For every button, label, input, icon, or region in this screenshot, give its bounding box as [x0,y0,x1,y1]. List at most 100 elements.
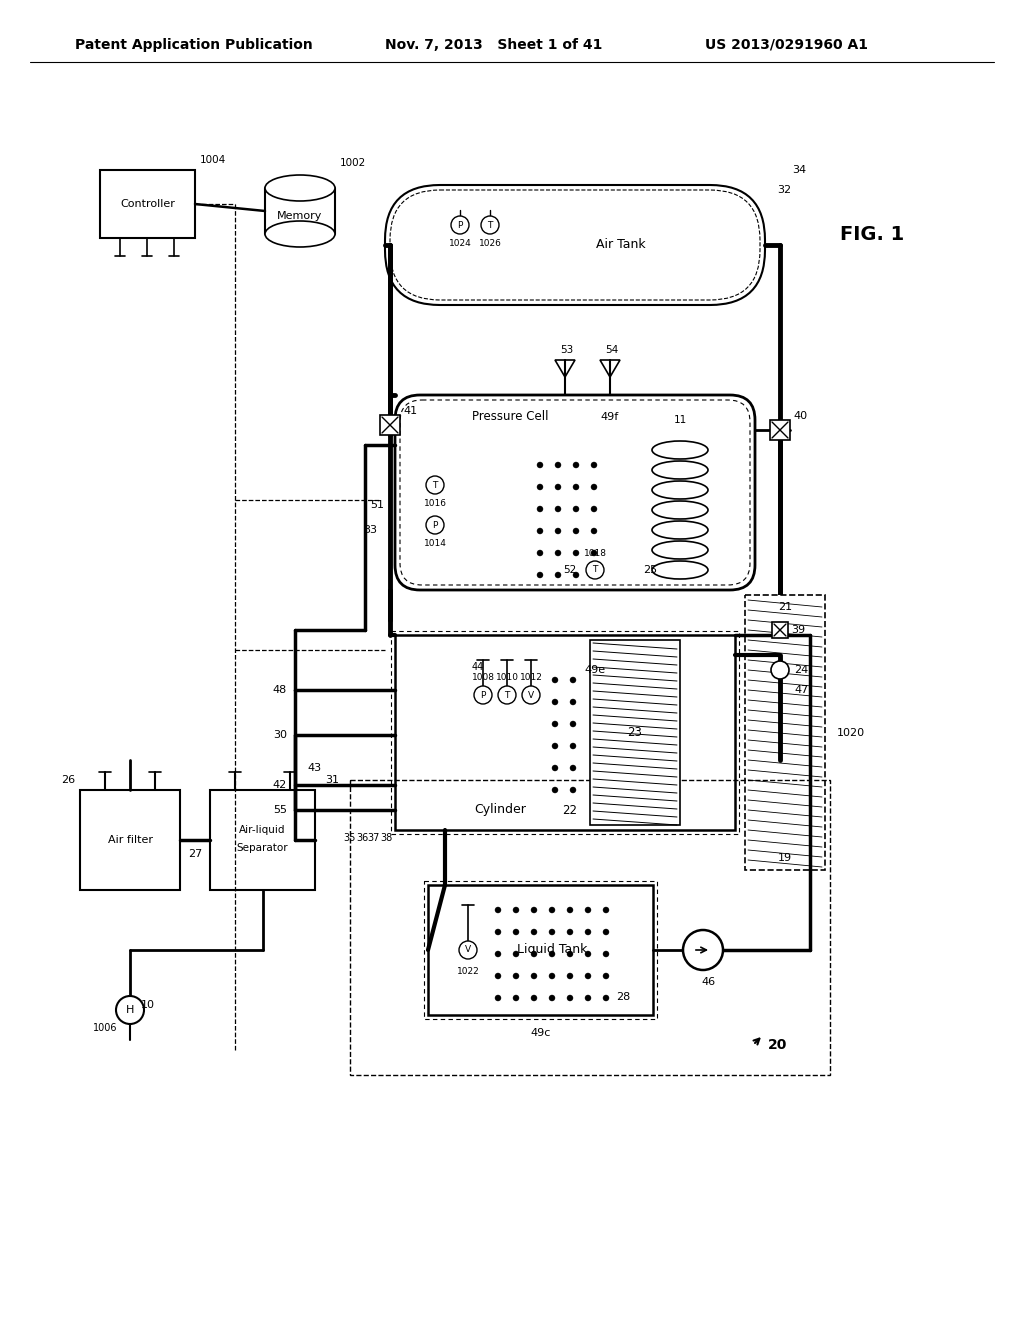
Circle shape [537,572,543,578]
Circle shape [771,661,790,678]
Bar [380,414,400,436]
Circle shape [555,528,561,535]
Text: Air filter: Air filter [108,836,153,845]
Text: FIG. 1: FIG. 1 [840,226,904,244]
Circle shape [522,686,540,704]
Circle shape [495,929,501,935]
FancyBboxPatch shape [395,395,755,590]
Text: 32: 32 [777,185,792,195]
Circle shape [570,700,575,705]
Circle shape [459,941,477,960]
Circle shape [481,216,499,234]
Circle shape [585,950,591,957]
Text: Air-liquid: Air-liquid [240,825,286,836]
Circle shape [570,787,575,793]
Text: 22: 22 [562,804,578,817]
Circle shape [495,973,501,979]
Text: 52: 52 [563,565,577,576]
Text: 48: 48 [272,685,287,696]
Text: 1004: 1004 [200,154,226,165]
Text: 34: 34 [792,165,806,176]
Circle shape [531,929,537,935]
Text: US 2013/0291960 A1: US 2013/0291960 A1 [705,38,868,51]
Circle shape [603,995,609,1001]
Circle shape [537,484,543,490]
Text: 46: 46 [701,977,715,987]
Text: 11: 11 [674,414,687,425]
Circle shape [603,929,609,935]
Text: 1018: 1018 [584,549,606,557]
Text: 1010: 1010 [496,672,518,681]
Circle shape [555,572,561,578]
Circle shape [591,550,597,556]
Circle shape [549,950,555,957]
Circle shape [537,550,543,556]
Circle shape [603,907,609,913]
Circle shape [591,506,597,512]
Text: 55: 55 [273,805,287,814]
Circle shape [585,907,591,913]
Circle shape [570,766,575,771]
Circle shape [513,995,519,1001]
Text: 38: 38 [380,833,392,843]
Bar [395,635,735,830]
Circle shape [573,506,579,512]
Text: 37: 37 [368,833,380,843]
Circle shape [495,950,501,957]
Text: 44: 44 [472,663,484,672]
Circle shape [591,462,597,469]
Circle shape [513,950,519,957]
Circle shape [537,506,543,512]
Text: 26: 26 [61,775,75,785]
Circle shape [573,550,579,556]
Circle shape [585,995,591,1001]
Text: H: H [126,1005,134,1015]
Text: Separator: Separator [237,843,289,853]
Text: 1008: 1008 [471,672,495,681]
Text: Pressure Cell: Pressure Cell [472,411,548,424]
Circle shape [116,997,144,1024]
Bar [80,789,180,890]
Circle shape [555,506,561,512]
Text: 1020: 1020 [837,727,865,738]
Text: P: P [458,220,463,230]
Text: Air Tank: Air Tank [596,239,645,252]
Text: 35: 35 [344,833,356,843]
Circle shape [552,743,558,748]
Circle shape [531,907,537,913]
Text: 24: 24 [794,665,808,675]
Circle shape [555,462,561,469]
Circle shape [537,528,543,535]
Text: Controller: Controller [120,199,175,209]
Text: 43: 43 [308,763,323,774]
Ellipse shape [652,541,708,558]
Circle shape [573,462,579,469]
Circle shape [552,721,558,727]
Text: 27: 27 [187,849,202,859]
Circle shape [531,973,537,979]
Bar [424,880,657,1019]
Circle shape [549,973,555,979]
Text: 36: 36 [356,833,368,843]
Circle shape [603,973,609,979]
Circle shape [591,528,597,535]
Circle shape [537,462,543,469]
Text: 49f: 49f [601,412,620,422]
Text: 53: 53 [560,345,573,355]
Text: 25: 25 [643,565,657,576]
Text: 41: 41 [402,407,417,416]
Text: 30: 30 [273,730,287,741]
Text: T: T [504,690,510,700]
Ellipse shape [652,521,708,539]
Text: 31: 31 [325,775,339,785]
Circle shape [426,477,444,494]
Bar [745,595,825,870]
Text: 1014: 1014 [424,539,446,548]
Text: 28: 28 [615,993,630,1002]
Circle shape [585,929,591,935]
Text: 51: 51 [370,500,384,510]
Text: 49e: 49e [585,665,605,675]
Circle shape [683,931,723,970]
Circle shape [451,216,469,234]
Text: Cylinder: Cylinder [474,804,526,817]
